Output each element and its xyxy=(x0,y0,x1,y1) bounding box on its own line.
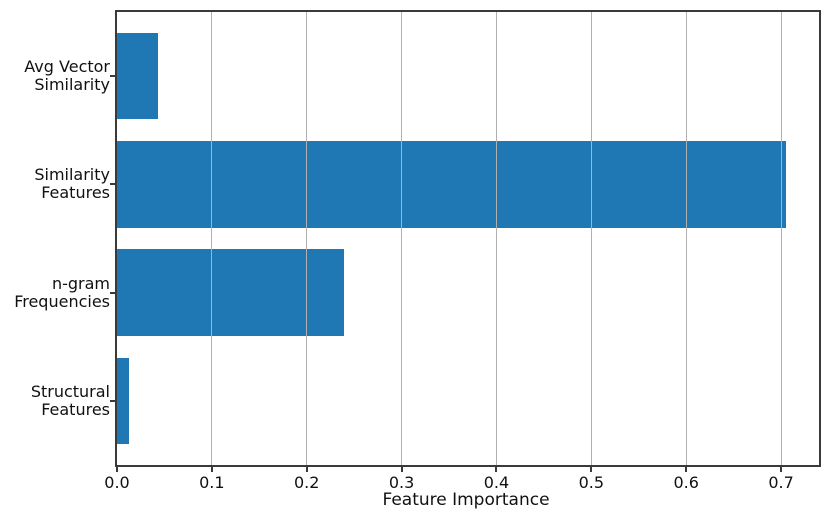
x-tick-label-0.7: 0.7 xyxy=(768,473,794,492)
x-tick-label-0.4: 0.4 xyxy=(483,473,510,492)
plot-area xyxy=(115,10,821,467)
x-tick-label-0.6: 0.6 xyxy=(673,473,699,492)
bar-0 xyxy=(117,32,158,120)
x-tick-label-0.5: 0.5 xyxy=(578,473,605,492)
gridline-x-0.7 xyxy=(780,12,782,465)
x-tick-mark-0.7 xyxy=(780,467,783,472)
x-tick-mark-0.4 xyxy=(495,467,498,472)
x-tick-mark-0.0 xyxy=(116,467,118,472)
gridline-x-0.2 xyxy=(306,12,308,465)
x-tick-label-0.0: 0.0 xyxy=(104,473,130,492)
gridline-x-0.5 xyxy=(590,12,592,465)
bar-3 xyxy=(117,357,130,445)
y-tick-label-2: n-gram Frequencies xyxy=(14,273,110,311)
y-tick-mark-2 xyxy=(110,291,115,294)
x-tick-mark-0.6 xyxy=(685,467,688,472)
y-tick-mark-0 xyxy=(110,74,115,77)
y-tick-mark-3 xyxy=(110,400,115,403)
y-tick-label-1: Similarity Features xyxy=(34,165,110,203)
gridline-x-0.1 xyxy=(211,12,213,465)
gridline-x-0.4 xyxy=(495,12,497,465)
bar-1 xyxy=(117,140,786,228)
x-tick-mark-0.5 xyxy=(590,467,593,472)
y-tick-label-3: Structural Features xyxy=(30,382,110,420)
y-tick-label-0: Avg Vector Similarity xyxy=(24,56,110,94)
x-tick-mark-0.2 xyxy=(305,467,308,472)
x-tick-mark-0.1 xyxy=(210,467,213,472)
x-tick-label-0.2: 0.2 xyxy=(293,473,320,492)
x-tick-label-0.3: 0.3 xyxy=(388,473,415,492)
x-tick-mark-0.3 xyxy=(400,467,403,472)
y-tick-mark-1 xyxy=(110,183,115,186)
gridline-x-0.3 xyxy=(401,12,403,465)
x-axis-label: Feature Importance xyxy=(382,490,550,510)
gridline-x-0.6 xyxy=(685,12,687,465)
x-tick-label-0.1: 0.1 xyxy=(199,473,225,492)
bar-2 xyxy=(117,249,344,337)
